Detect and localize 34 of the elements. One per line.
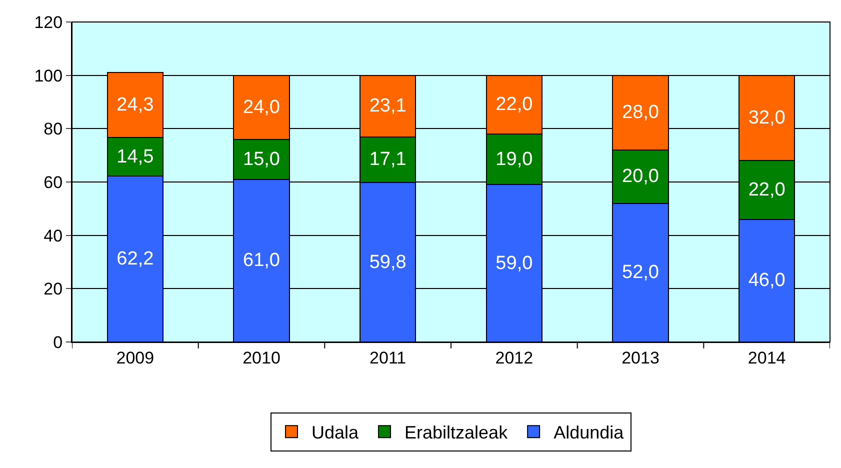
x-tick-label: 2012: [495, 348, 534, 368]
y-tick-label: 80: [44, 120, 63, 139]
y-tick-label: 120: [34, 12, 63, 32]
y-tick-label: 40: [44, 226, 63, 246]
y-tick-label: 60: [44, 172, 63, 192]
data-label: 20,0: [622, 166, 659, 188]
y-tick-label: 100: [34, 66, 63, 86]
data-label: 46,0: [748, 270, 786, 292]
data-label: 62,2: [116, 248, 154, 270]
data-label: 24,3: [116, 94, 154, 116]
data-label: 22,0: [496, 94, 533, 116]
data-label: 14,5: [116, 146, 154, 168]
legend-label: Udala: [312, 422, 360, 443]
data-label: 17,1: [369, 149, 406, 170]
data-label: 19,0: [496, 148, 533, 170]
data-label: 32,0: [748, 108, 786, 128]
data-label: 22,0: [748, 180, 786, 200]
data-label: 24,0: [243, 96, 280, 118]
x-tick-label: 2010: [242, 348, 280, 368]
x-tick-label: 2014: [748, 348, 786, 368]
data-label: 61,0: [243, 250, 280, 272]
x-tick-label: 2009: [116, 348, 154, 368]
y-tick-label: 0: [53, 332, 63, 352]
data-label: 59,0: [496, 252, 533, 274]
data-label: 59,8: [369, 252, 406, 273]
data-label: 23,1: [369, 96, 406, 117]
data-label: 15,0: [243, 148, 280, 170]
x-tick-label: 2011: [370, 348, 406, 368]
data-label: 52,0: [622, 262, 659, 284]
legend-label: Aldundia: [554, 422, 625, 443]
y-tick-label: 20: [44, 280, 63, 299]
data-label: 28,0: [622, 102, 659, 124]
legend-label: Erabiltzaleak: [404, 422, 509, 443]
x-tick-label: 2013: [622, 348, 660, 368]
